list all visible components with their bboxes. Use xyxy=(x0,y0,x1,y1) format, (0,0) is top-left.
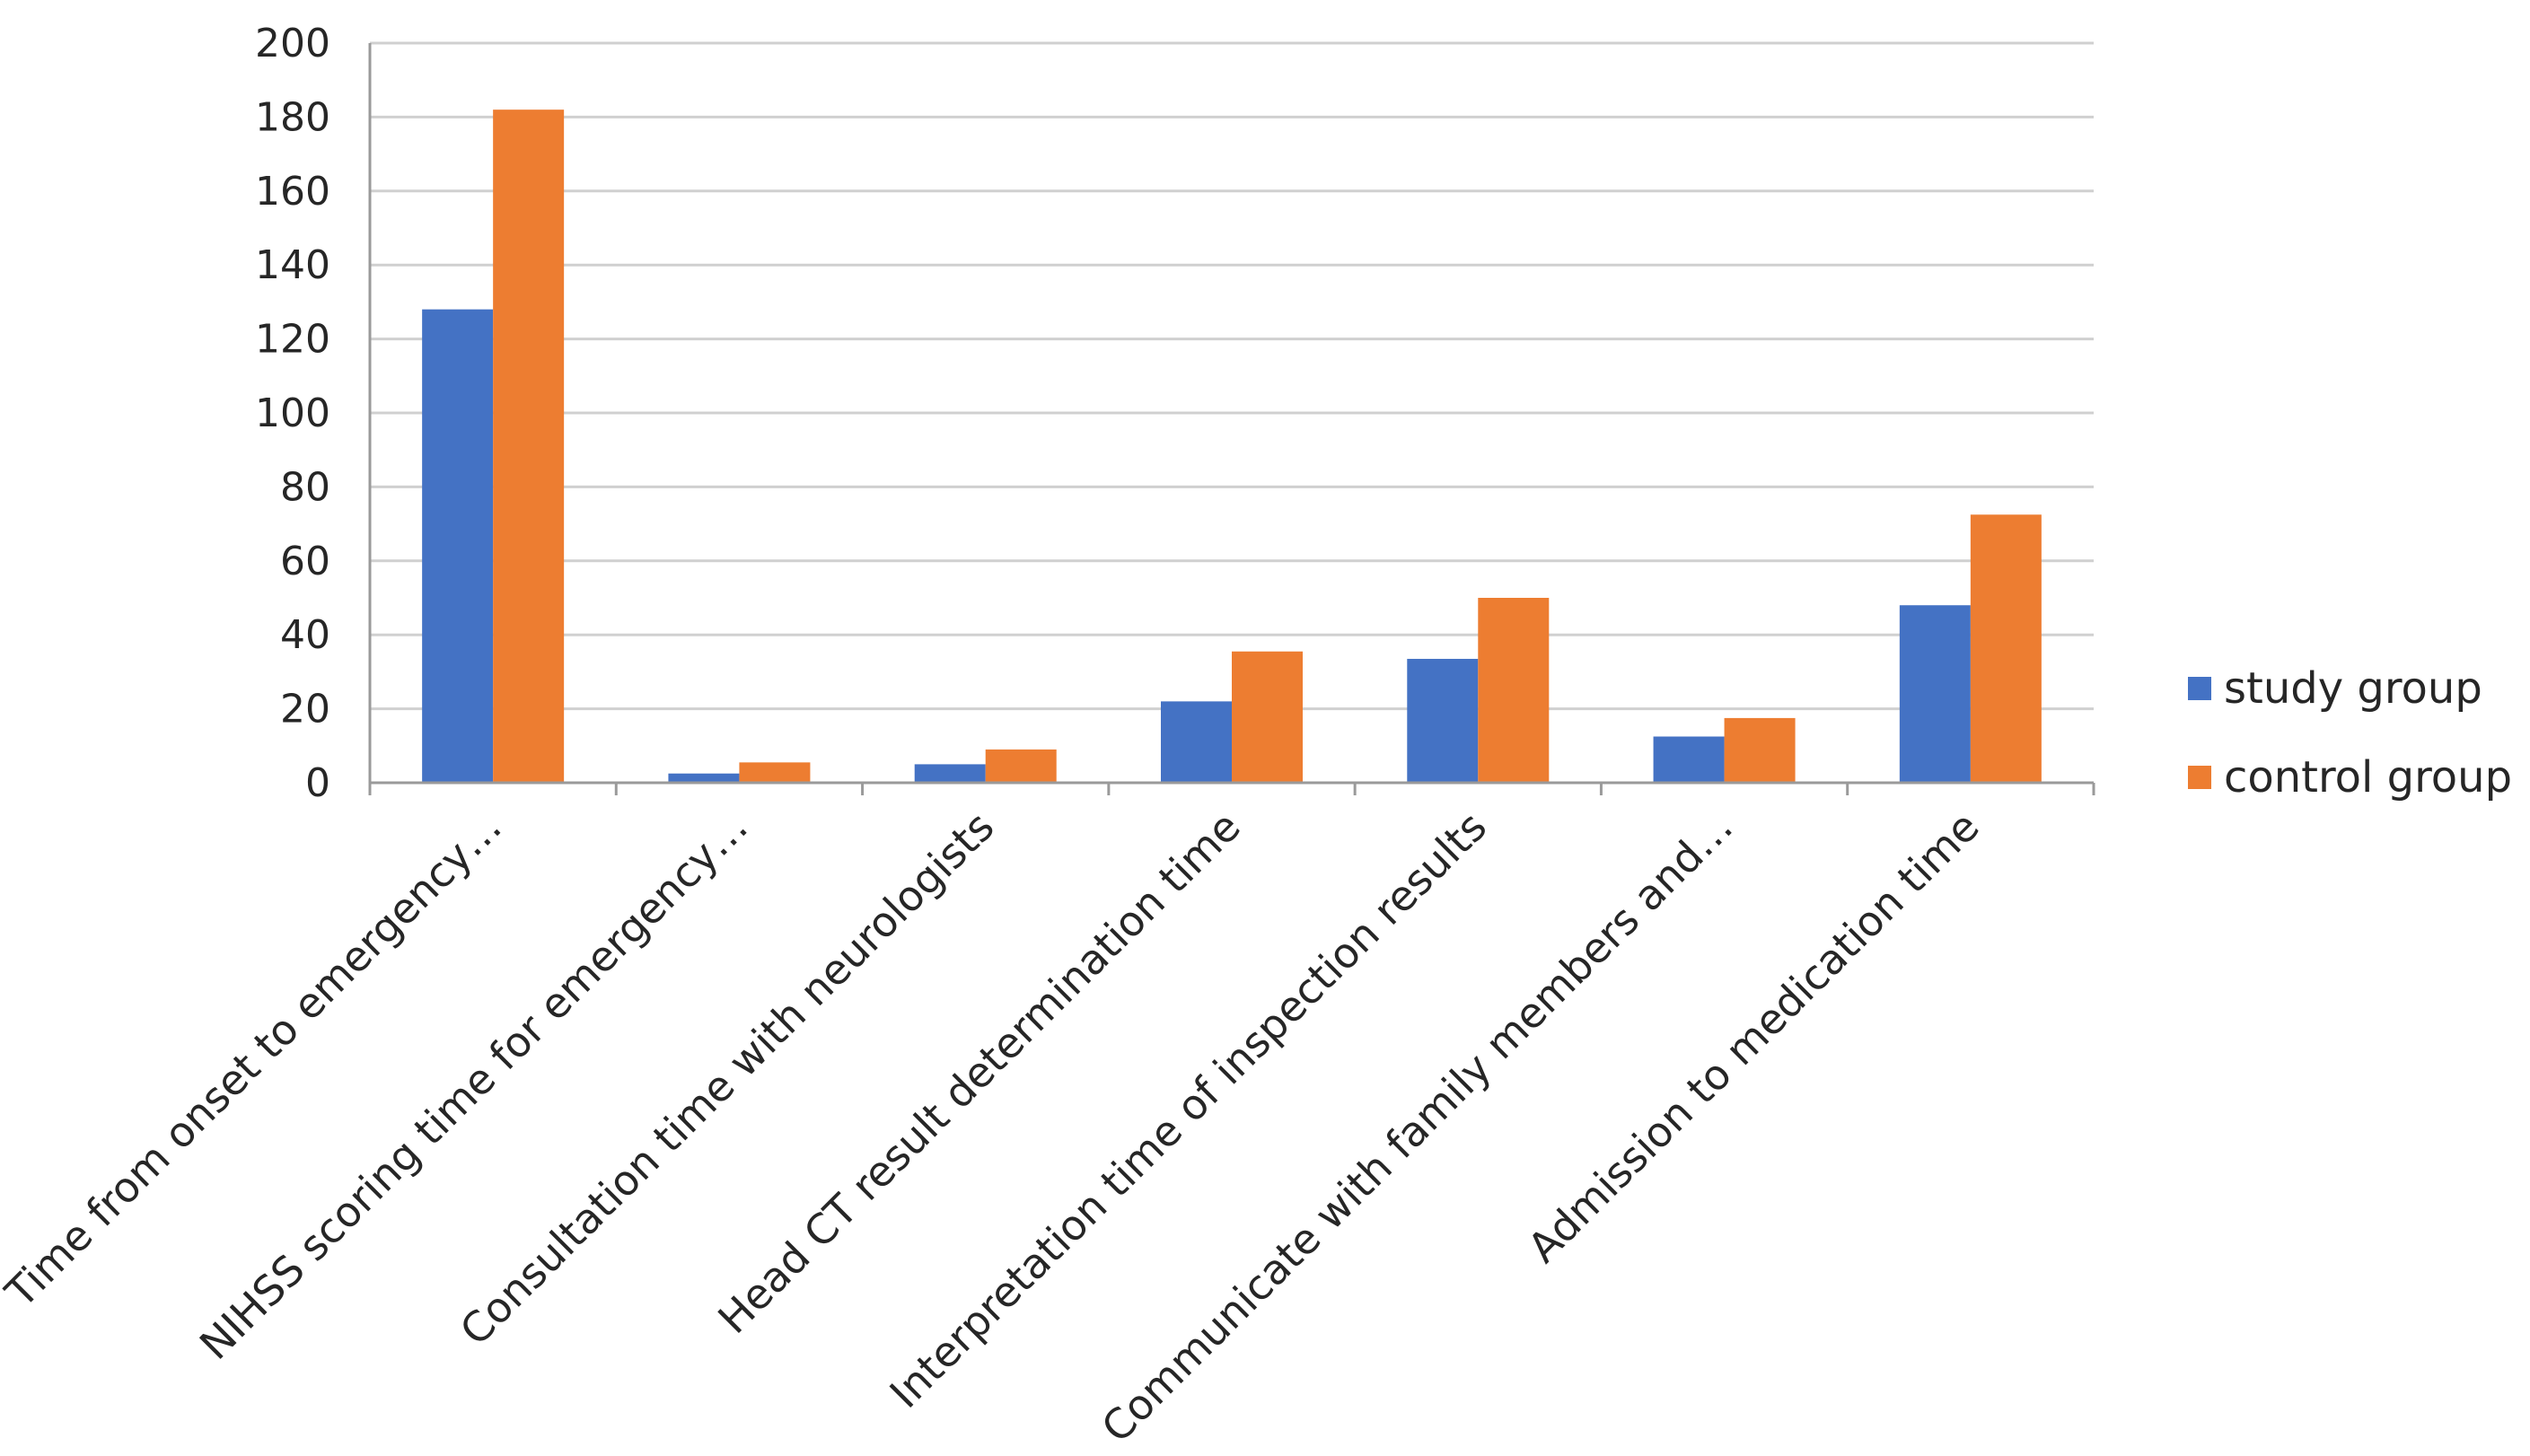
y-tick-label: 0 xyxy=(305,760,330,806)
y-tick-label: 180 xyxy=(255,94,330,140)
bar-control-group-3 xyxy=(1232,651,1303,783)
bar-study-group-6 xyxy=(1899,605,1971,783)
bar-control-group-1 xyxy=(739,762,811,783)
y-tick-label: 120 xyxy=(255,317,330,363)
category-labels: Time from onset to emergency…NIHSS scori… xyxy=(0,803,1989,1452)
legend-label: control group xyxy=(2224,752,2512,803)
y-tick-label: 80 xyxy=(280,464,330,510)
category-label: Admission to medication time xyxy=(1518,803,1988,1272)
y-tick-label: 100 xyxy=(255,390,330,436)
bar-control-group-6 xyxy=(1970,514,2042,783)
bar-study-group-5 xyxy=(1653,736,1725,783)
legend-swatch xyxy=(2188,677,2211,700)
bar-study-group-4 xyxy=(1407,658,1479,783)
y-tick-labels: 0 20 40 60 80 100 120 140 160 180 200 xyxy=(255,21,330,806)
bar-control-group-0 xyxy=(493,110,565,783)
bars xyxy=(422,110,2042,783)
legend-label: study group xyxy=(2224,663,2482,714)
bar-control-group-2 xyxy=(985,749,1057,783)
bar-control-group-4 xyxy=(1478,598,1550,783)
category-label: Head CT result determination time xyxy=(708,803,1249,1343)
legend: study group control group xyxy=(2188,663,2512,803)
y-tick-label: 160 xyxy=(255,169,330,215)
y-tick-label: 200 xyxy=(255,21,330,66)
axes xyxy=(368,43,2095,795)
bar-control-group-5 xyxy=(1724,717,1796,783)
bar-study-group-0 xyxy=(422,309,494,783)
gridlines xyxy=(370,41,2094,711)
y-tick-label: 20 xyxy=(280,687,330,732)
y-tick-label: 60 xyxy=(280,539,330,584)
category-label: Time from onset to emergency… xyxy=(0,803,511,1318)
category-label: NIHSS scoring time for emergency… xyxy=(190,803,757,1369)
legend-swatch xyxy=(2188,766,2211,789)
y-tick-label: 40 xyxy=(280,612,330,658)
bar-study-group-2 xyxy=(914,764,986,783)
category-label: Consultation time with neurologists xyxy=(451,803,1004,1355)
bar-study-group-1 xyxy=(668,773,740,783)
y-tick-label: 140 xyxy=(255,242,330,288)
bar-study-group-3 xyxy=(1161,701,1232,783)
